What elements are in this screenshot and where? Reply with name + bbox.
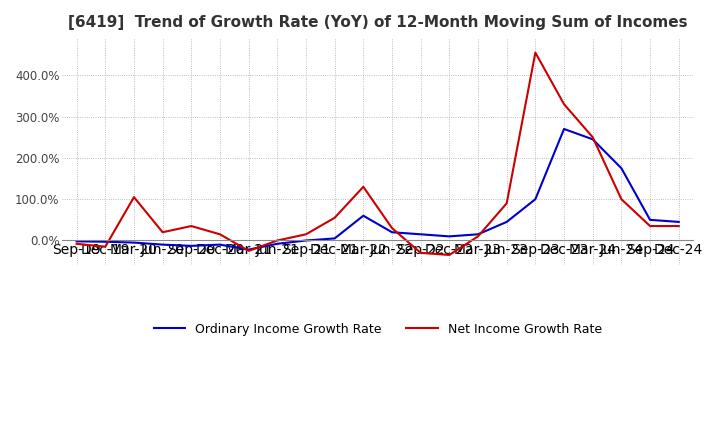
Ordinary Income Growth Rate [559, 126, 568, 132]
Ordinary Income Growth Rate [675, 219, 683, 224]
Ordinary Income Growth Rate [359, 213, 368, 218]
Net Income Growth Rate [617, 197, 626, 202]
Ordinary Income Growth Rate [503, 219, 511, 224]
Ordinary Income Growth Rate [273, 241, 282, 246]
Ordinary Income Growth Rate [216, 242, 225, 247]
Net Income Growth Rate [216, 232, 225, 237]
Ordinary Income Growth Rate [130, 240, 138, 245]
Ordinary Income Growth Rate [617, 165, 626, 171]
Net Income Growth Rate [330, 215, 339, 220]
Ordinary Income Growth Rate [531, 197, 540, 202]
Net Income Growth Rate [646, 224, 654, 229]
Line: Ordinary Income Growth Rate: Ordinary Income Growth Rate [76, 129, 679, 249]
Ordinary Income Growth Rate [416, 232, 425, 237]
Ordinary Income Growth Rate [445, 234, 454, 239]
Net Income Growth Rate [387, 225, 396, 231]
Net Income Growth Rate [588, 135, 597, 140]
Net Income Growth Rate [302, 232, 310, 237]
Ordinary Income Growth Rate [302, 238, 310, 243]
Net Income Growth Rate [187, 224, 196, 229]
Net Income Growth Rate [503, 201, 511, 206]
Ordinary Income Growth Rate [387, 230, 396, 235]
Net Income Growth Rate [416, 250, 425, 256]
Net Income Growth Rate [101, 244, 109, 249]
Net Income Growth Rate [158, 230, 167, 235]
Ordinary Income Growth Rate [330, 236, 339, 241]
Ordinary Income Growth Rate [187, 243, 196, 249]
Net Income Growth Rate [244, 248, 253, 253]
Ordinary Income Growth Rate [72, 238, 81, 244]
Net Income Growth Rate [675, 224, 683, 229]
Net Income Growth Rate [445, 252, 454, 257]
Net Income Growth Rate [559, 102, 568, 107]
Legend: Ordinary Income Growth Rate, Net Income Growth Rate: Ordinary Income Growth Rate, Net Income … [148, 318, 607, 341]
Ordinary Income Growth Rate [474, 232, 482, 237]
Net Income Growth Rate [72, 241, 81, 246]
Net Income Growth Rate [359, 184, 368, 190]
Line: Net Income Growth Rate: Net Income Growth Rate [76, 52, 679, 255]
Net Income Growth Rate [531, 50, 540, 55]
Title: [6419]  Trend of Growth Rate (YoY) of 12-Month Moving Sum of Incomes: [6419] Trend of Growth Rate (YoY) of 12-… [68, 15, 688, 30]
Net Income Growth Rate [474, 234, 482, 239]
Ordinary Income Growth Rate [101, 239, 109, 244]
Net Income Growth Rate [273, 238, 282, 243]
Net Income Growth Rate [130, 194, 138, 200]
Ordinary Income Growth Rate [158, 242, 167, 247]
Ordinary Income Growth Rate [588, 137, 597, 142]
Ordinary Income Growth Rate [244, 247, 253, 252]
Ordinary Income Growth Rate [646, 217, 654, 223]
